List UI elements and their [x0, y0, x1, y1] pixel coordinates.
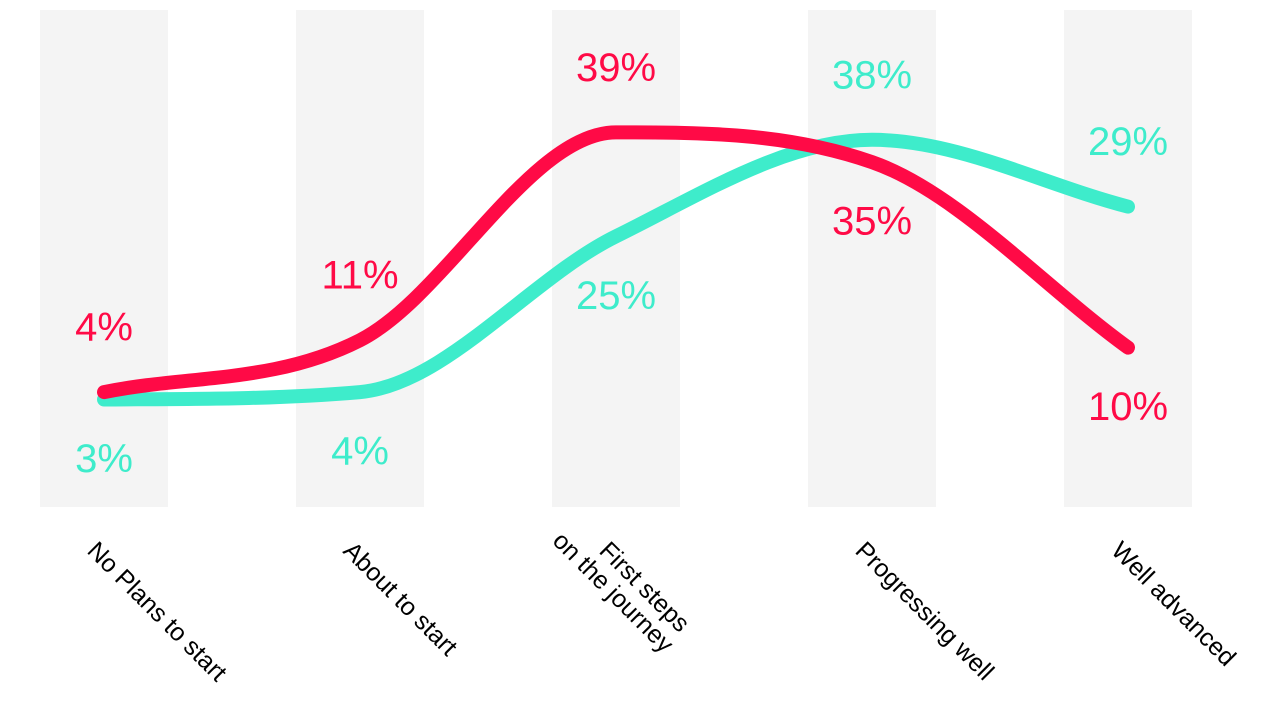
data-label: 3% — [75, 437, 133, 481]
data-labels: 4% 11% 39% 35% 10% 3% 4% 25% 38% 29% — [75, 46, 1168, 481]
data-label: 4% — [331, 430, 389, 474]
category-label: Progressing well — [850, 536, 999, 685]
data-label: 4% — [75, 306, 133, 350]
data-label: 25% — [576, 274, 656, 318]
data-label: 38% — [832, 53, 912, 97]
data-label: 10% — [1088, 385, 1168, 429]
data-label: 11% — [321, 254, 398, 298]
category-band — [296, 10, 424, 507]
series-lines — [97, 125, 1135, 407]
category-label: First stepson the journey — [547, 508, 698, 659]
data-label: 29% — [1088, 120, 1168, 164]
category-labels: No Plans to start About to start First ste… — [82, 508, 1241, 687]
category-label: Well advanced — [1106, 536, 1241, 671]
category-bands — [40, 10, 1192, 507]
series-line-2 — [97, 132, 1135, 407]
data-label: 35% — [832, 200, 912, 244]
category-band — [40, 10, 168, 507]
category-band — [808, 10, 936, 507]
category-label: No Plans to start — [82, 536, 233, 687]
series-line-1 — [97, 125, 1135, 400]
category-band — [1064, 10, 1192, 507]
data-label: 39% — [576, 46, 656, 90]
category-label: About to start — [338, 536, 463, 661]
